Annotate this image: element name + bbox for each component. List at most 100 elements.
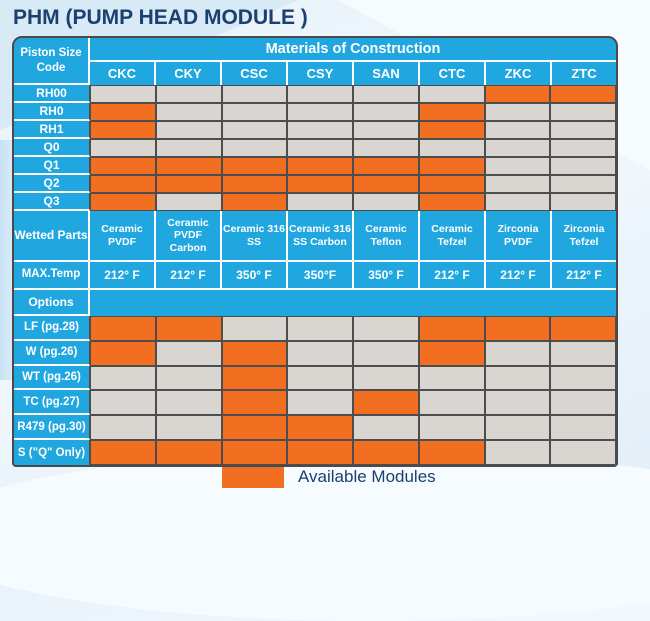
cell-q0-cky	[155, 139, 222, 157]
cell-rh0-csy	[287, 103, 353, 121]
cell-q0-ctc	[418, 139, 485, 157]
max-temp-row: MAX.Temp 212° F 212° F 350° F 350°F 350° F 21…	[14, 262, 616, 290]
row-label-q2: Q2	[14, 175, 90, 193]
cell-rh00-ztc	[550, 85, 616, 103]
row-label-rh00: RH00	[14, 85, 90, 103]
cell-wt-pg-26-ckc	[90, 365, 156, 391]
cell-wt-pg-26-csy	[287, 365, 353, 391]
phm-availability-table: Piston Size Code Materials of Constructi…	[12, 36, 618, 467]
table-row-w-pg-26: W (pg.26)	[14, 340, 616, 366]
column-header-csc: CSC	[222, 62, 288, 85]
cell-q2-ctc	[418, 175, 485, 193]
cell-q2-cky	[155, 175, 222, 193]
legend-label: Available Modules	[298, 467, 436, 486]
cell-lf-pg-28-ckc	[90, 316, 156, 341]
cell-rh0-san	[353, 103, 419, 121]
cell-q3-san	[353, 193, 419, 211]
wetted-parts-csc: Ceramic 316 SS	[222, 211, 288, 262]
table-row-q1: Q1	[14, 157, 616, 175]
cell-wt-pg-26-ztc	[550, 365, 616, 391]
cell-q1-cky	[155, 157, 222, 175]
table-header: Piston Size Code Materials of Constructi…	[14, 38, 616, 85]
table-row-rh00: RH00	[14, 85, 616, 103]
cell-q1-csc	[221, 157, 288, 175]
table-row-q2: Q2	[14, 175, 616, 193]
cell-tc-pg-27-zkc	[484, 390, 551, 416]
cell-q2-san	[353, 175, 419, 193]
legend-available-swatch	[222, 466, 284, 488]
max-temp-san: 350° F	[354, 262, 420, 290]
max-temp-csc: 350° F	[222, 262, 288, 290]
cell-w-pg-26-csc	[221, 340, 288, 366]
cell-q2-csc	[221, 175, 288, 193]
cell-r479-pg-30-csc	[221, 415, 288, 441]
table-row-lf-pg-28: LF (pg.28)	[14, 316, 616, 341]
cell-lf-pg-28-csc	[221, 316, 288, 341]
cell-rh1-csy	[287, 121, 353, 139]
cell-wt-pg-26-csc	[221, 365, 288, 391]
cell-rh1-ckc	[90, 121, 156, 139]
cell-wt-pg-26-zkc	[484, 365, 551, 391]
cell-q3-ckc	[90, 193, 156, 211]
page-title: PHM (PUMP HEAD MODULE )	[13, 6, 308, 29]
cell-rh0-csc	[221, 103, 288, 121]
cell-w-pg-26-ckc	[90, 340, 156, 366]
wetted-parts-san: Ceramic Teflon	[354, 211, 420, 262]
cell-tc-pg-27-csy	[287, 390, 353, 416]
legend: Available Modules	[222, 466, 436, 488]
materials-of-construction-header: Materials of Construction	[90, 38, 616, 62]
cell-lf-pg-28-ctc	[418, 316, 485, 341]
cell-w-pg-26-ctc	[418, 340, 485, 366]
cell-q1-ztc	[550, 157, 616, 175]
cell-rh1-zkc	[484, 121, 551, 139]
cell-tc-pg-27-san	[353, 390, 419, 416]
cell-r479-pg-30-san	[353, 415, 419, 441]
wetted-parts-ctc: Ceramic Tefzel	[420, 211, 486, 262]
cell-q3-cky	[155, 193, 222, 211]
cell-w-pg-26-ztc	[550, 340, 616, 366]
table-row-tc-pg-27: TC (pg.27)	[14, 390, 616, 416]
cell-rh0-ctc	[418, 103, 485, 121]
cell-rh00-cky	[155, 85, 222, 103]
cell-rh1-csc	[221, 121, 288, 139]
cell-q3-csc	[221, 193, 288, 211]
wetted-parts-zkc: Zirconia PVDF	[486, 211, 552, 262]
cell-q0-zkc	[484, 139, 551, 157]
row-label-rh0: RH0	[14, 103, 90, 121]
cell-q0-ztc	[550, 139, 616, 157]
cell-q2-ckc	[90, 175, 156, 193]
table-row-s-q-only: S ("Q" Only)	[14, 440, 616, 465]
cell-q1-ctc	[418, 157, 485, 175]
cell-q3-csy	[287, 193, 353, 211]
cell-r479-pg-30-zkc	[484, 415, 551, 441]
cell-rh1-cky	[155, 121, 222, 139]
max-temp-ckc: 212° F	[90, 262, 156, 290]
cell-rh1-ctc	[418, 121, 485, 139]
wetted-parts-row: Wetted Parts Ceramic PVDF Ceramic PVDF Ca…	[14, 211, 616, 262]
cell-q1-san	[353, 157, 419, 175]
cell-rh00-csc	[221, 85, 288, 103]
options-header-span	[90, 290, 616, 316]
piston-size-rows: RH00 RH0 RH1 Q0 Q1 Q2 Q3	[14, 85, 616, 211]
options-header: Options	[14, 290, 90, 316]
cell-w-pg-26-zkc	[484, 340, 551, 366]
cell-lf-pg-28-zkc	[484, 316, 551, 341]
row-label-rh1: RH1	[14, 121, 90, 139]
cell-w-pg-26-cky	[155, 340, 222, 366]
wetted-parts-csy: Ceramic 316 SS Carbon	[288, 211, 354, 262]
table-row-rh0: RH0	[14, 103, 616, 121]
options-header-row: Options	[14, 290, 616, 316]
column-header-ctc: CTC	[420, 62, 486, 85]
cell-q3-ctc	[418, 193, 485, 211]
cell-q2-ztc	[550, 175, 616, 193]
row-label-q0: Q0	[14, 139, 90, 157]
cell-tc-pg-27-ckc	[90, 390, 156, 416]
cell-wt-pg-26-ctc	[418, 365, 485, 391]
cell-lf-pg-28-csy	[287, 316, 353, 341]
cell-q0-ckc	[90, 139, 156, 157]
cell-w-pg-26-csy	[287, 340, 353, 366]
max-temp-cky: 212° F	[156, 262, 222, 290]
cell-s-q-only-csy	[287, 440, 353, 465]
cell-s-q-only-ctc	[418, 440, 485, 465]
cell-s-q-only-cky	[155, 440, 222, 465]
